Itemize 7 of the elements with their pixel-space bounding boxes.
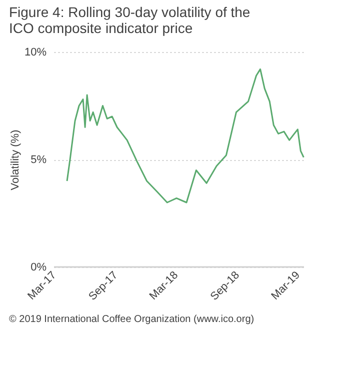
y-tick-label: 0% [30,262,47,274]
chart-title: Figure 4: Rolling 30-day volatility of the ICO composite indicator price [8,4,250,36]
line-series [66,68,304,204]
y-tick-label: 10% [24,46,47,58]
y-axis-title: Volatility (%) [9,130,22,190]
y-tick-label: 5% [30,154,47,166]
text: © 2019 International Coffee Organization (www.ico.org) [9,314,254,325]
